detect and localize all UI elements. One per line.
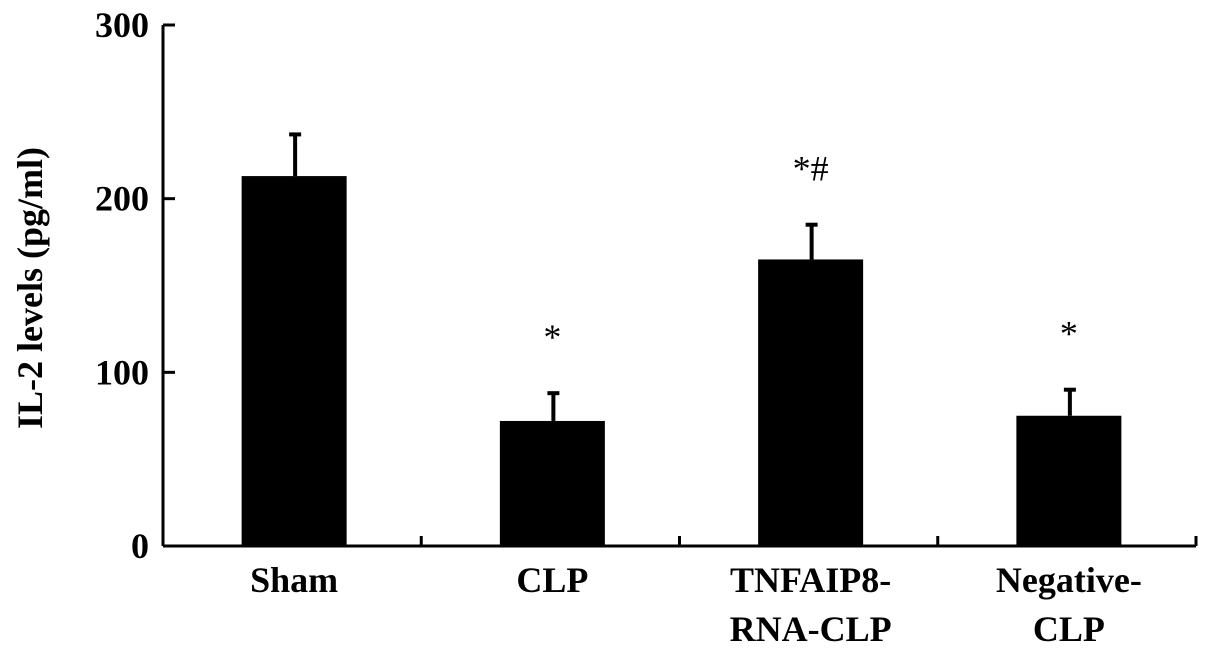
x-category-label: CLP — [516, 560, 588, 600]
y-tick-label: 100 — [95, 352, 149, 392]
x-category-label: Negative- — [996, 560, 1142, 600]
significance-marker: * — [1060, 314, 1078, 354]
bar — [499, 420, 605, 546]
y-axis-label: IL-2 levels (pg/ml) — [10, 147, 50, 429]
x-category-label: RNA-CLP — [730, 609, 892, 649]
x-category-label: Sham — [250, 560, 338, 600]
x-category-label: TNFAIP8- — [730, 560, 891, 600]
x-categories: Sham CLP TNFAIP8- RNA-CLP Negative- CLP — [250, 560, 1142, 649]
bar — [758, 259, 864, 546]
y-tick-label: 300 — [95, 5, 149, 45]
x-category-label: CLP — [1033, 609, 1105, 649]
significance-marker: *# — [793, 149, 829, 189]
bar — [241, 176, 347, 546]
y-tick-label: 200 — [95, 179, 149, 219]
bar — [1016, 415, 1122, 546]
y-tick-label: 0 — [131, 526, 149, 566]
bars — [241, 176, 1122, 546]
y-ticks: 0 100 200 300 — [95, 5, 175, 566]
annotations: * *# * — [543, 149, 1078, 357]
significance-marker: * — [543, 317, 561, 357]
error-bars — [289, 132, 1076, 421]
